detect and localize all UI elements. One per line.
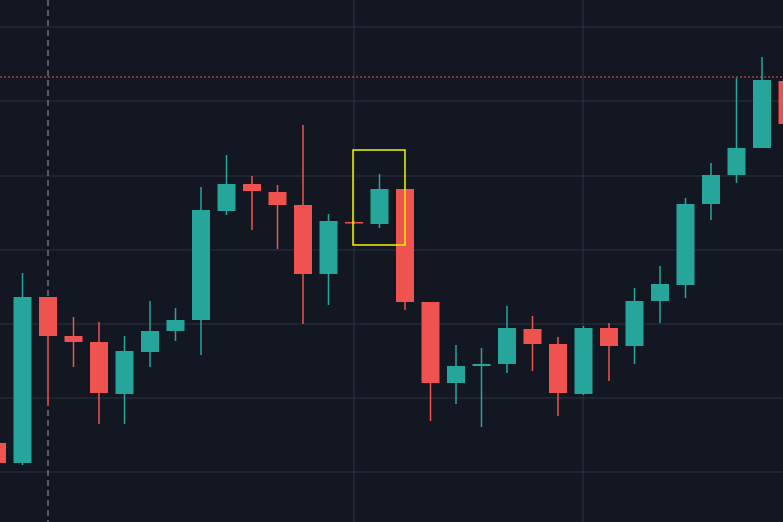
candle-body (345, 222, 363, 224)
candle-body (498, 328, 516, 364)
candle-body (166, 320, 185, 331)
candle-body (115, 351, 134, 394)
candle-body (778, 81, 783, 124)
candle-body (268, 192, 287, 205)
candle-body (676, 204, 695, 285)
candle-body (523, 329, 542, 344)
grid (0, 26, 783, 473)
candle-body (549, 344, 567, 393)
candle-body (421, 302, 440, 383)
candle-body (243, 184, 261, 191)
candle-body (90, 342, 108, 393)
candle-body (702, 175, 720, 204)
candle-body (625, 301, 644, 346)
candle-body (64, 336, 83, 342)
candle-body (192, 210, 210, 320)
candle-body (472, 364, 491, 366)
candle-body (753, 80, 771, 148)
candle-body (39, 297, 57, 336)
candle-body (600, 328, 618, 346)
candle-body (319, 221, 338, 274)
candle-body (141, 331, 159, 352)
candle-body (0, 443, 6, 463)
candle-body (574, 328, 593, 394)
candle-body (370, 189, 389, 224)
candle-body (651, 284, 669, 301)
candles (0, 57, 783, 465)
highlight-box (352, 149, 406, 246)
candle-body (727, 148, 746, 175)
candle-body (217, 184, 236, 211)
candle-body (447, 366, 465, 383)
candle-body (13, 297, 32, 463)
candle-body (294, 205, 312, 274)
